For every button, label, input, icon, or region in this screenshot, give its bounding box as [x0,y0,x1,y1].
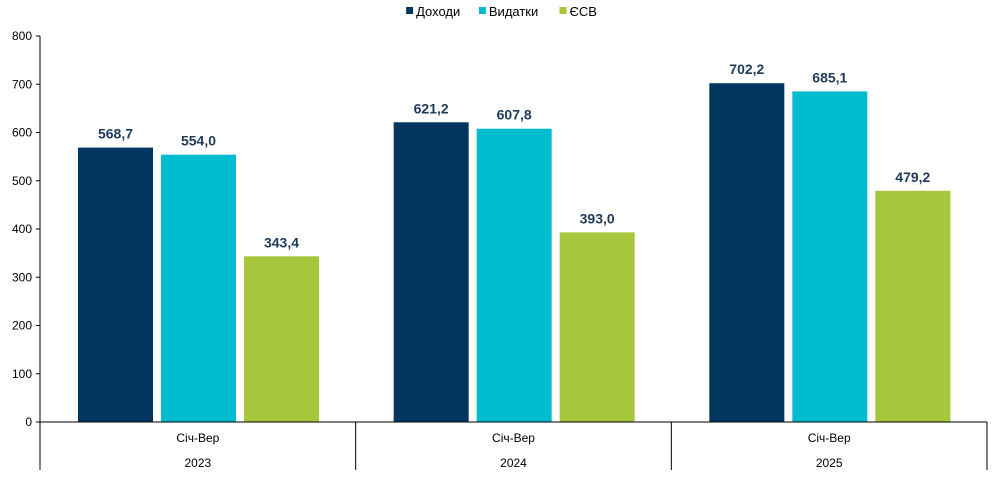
legend-label: ЄСВ [570,4,597,19]
bar [709,83,785,422]
bar [476,128,552,422]
y-tick-label: 100 [12,367,32,381]
bar [161,154,236,422]
legend-label: Доходи [416,4,460,19]
y-tick-label: 800 [12,29,32,43]
y-tick-label: 700 [12,77,32,91]
data-label: 568,7 [98,126,133,142]
data-label: 479,2 [895,169,930,185]
bar [559,232,635,422]
x-year-label: 2023 [184,456,211,470]
bar [244,256,319,422]
y-tick-label: 300 [12,270,32,284]
bar [393,122,469,422]
data-label: 607,8 [497,107,532,123]
legend: Доходи Видатки ЄСВ [406,4,597,19]
legend-swatch [559,7,567,14]
y-axis: 0 100 200 300 400 500 600 700 800 [12,29,41,429]
x-period-label: Січ-Вер [492,431,535,445]
bars [78,83,951,423]
bar [78,147,153,423]
data-label: 621,2 [414,100,449,116]
y-tick-label: 0 [25,415,32,429]
data-label: 554,0 [181,133,216,149]
y-tick-label: 400 [12,222,32,236]
data-label: 393,0 [580,210,615,226]
data-label: 343,4 [264,234,299,250]
y-tick-label: 500 [12,174,32,188]
data-label: 685,1 [812,69,847,85]
y-tick-label: 600 [12,126,32,140]
data-labels: 568,7 554,0 343,4 621,2 607,8 393,0 702,2 685,1… [98,61,931,250]
x-year-label: 2025 [816,456,843,470]
x-year-label: 2024 [500,456,527,470]
legend-label: Видатки [489,4,538,19]
x-axis: Січ-Вер 2023 Січ-Вер 2024 Січ-Вер 2025 [39,421,988,470]
bar [792,91,868,423]
legend-swatch [406,7,414,14]
bar [875,190,951,422]
y-tick-label: 200 [12,319,32,333]
x-period-label: Січ-Вер [176,431,219,445]
x-period-label: Січ-Вер [808,431,851,445]
data-label: 702,2 [729,61,764,77]
legend-swatch [478,7,486,14]
